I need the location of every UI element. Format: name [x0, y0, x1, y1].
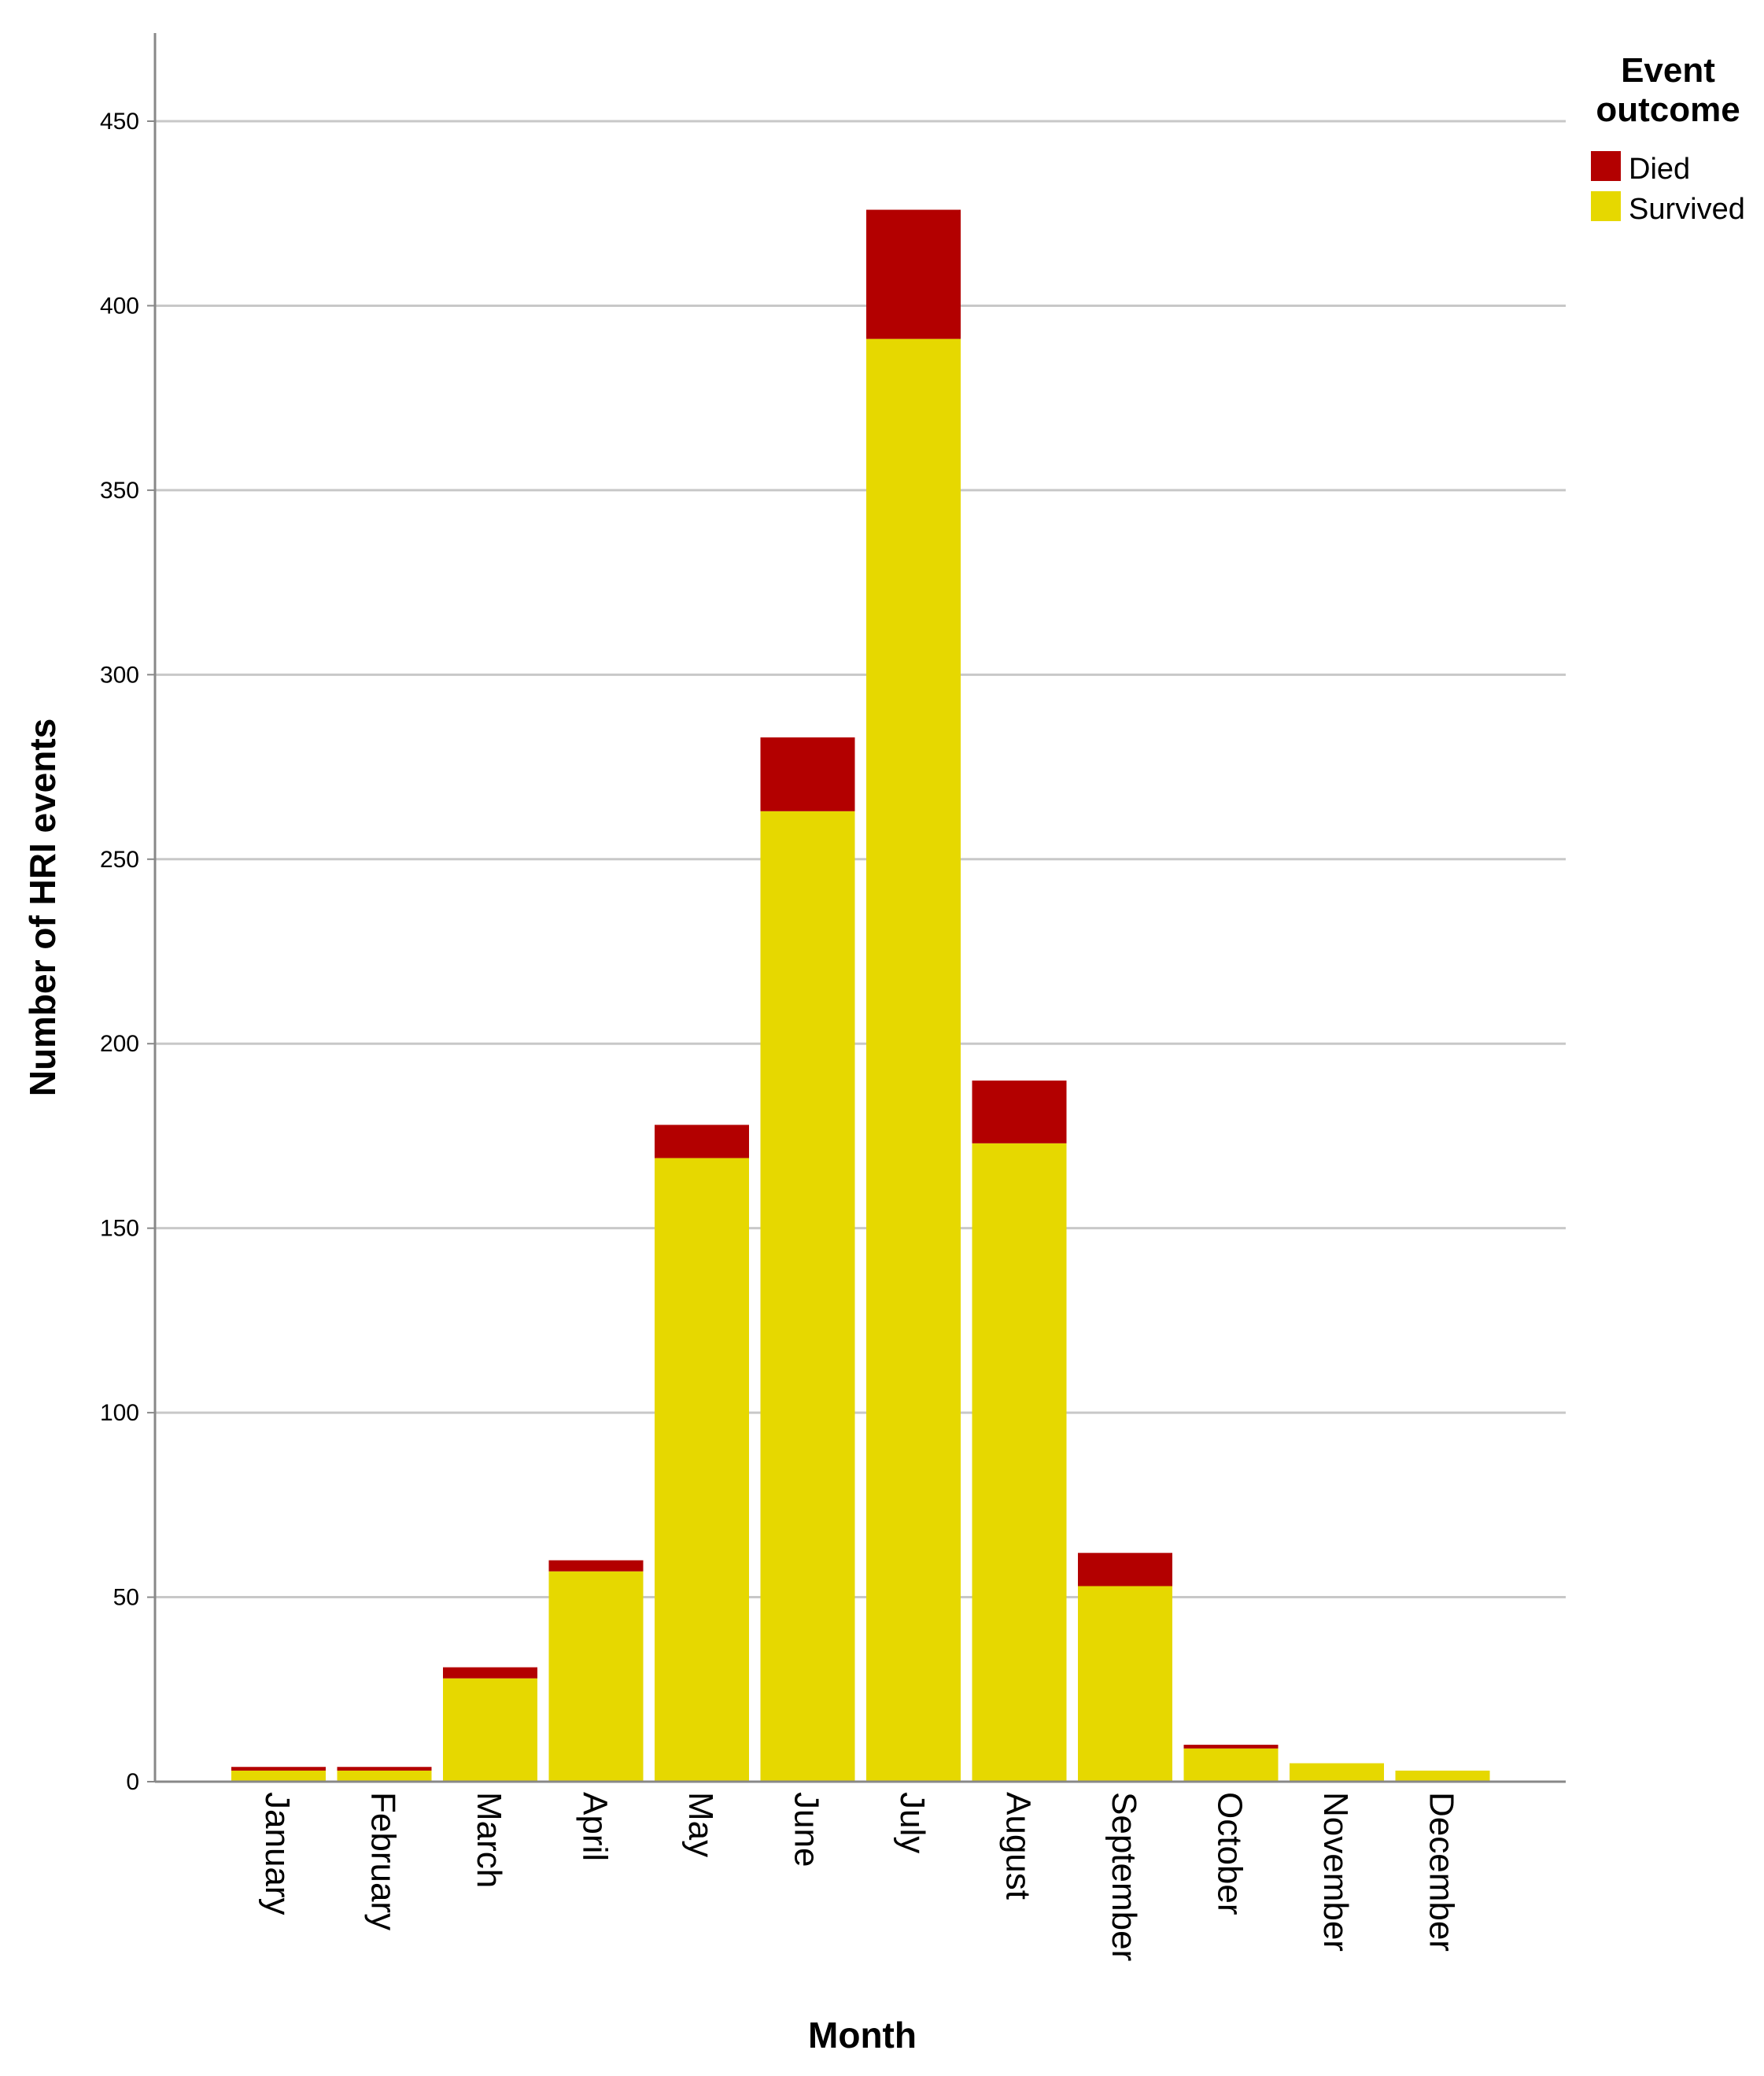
axes — [153, 33, 1566, 1783]
bar-died-july — [866, 209, 961, 339]
y-tick-label: 400 — [100, 293, 139, 319]
bar-survived-february — [337, 1770, 432, 1782]
bar-died-august — [972, 1080, 1067, 1143]
x-tick-label: February — [364, 1792, 403, 1930]
bar-died-june — [760, 737, 855, 811]
bar-died-september — [1078, 1553, 1172, 1587]
bar-died-october — [1183, 1745, 1279, 1749]
x-tick-labels: January February March April May June July Augu… — [258, 1792, 1461, 1961]
bar-died-january — [231, 1767, 326, 1771]
legend-swatch-died — [1591, 151, 1621, 181]
bar-survived-november — [1290, 1763, 1384, 1782]
legend-label-survived: Survived — [1629, 193, 1745, 226]
bar-died-april — [548, 1560, 644, 1572]
bar-survived-may — [655, 1158, 749, 1782]
bar-died-may — [655, 1125, 749, 1158]
x-axis-title: Month — [808, 2015, 917, 2056]
y-tick-label: 200 — [100, 1031, 139, 1057]
x-tick-label: September — [1105, 1792, 1143, 1961]
bar-survived-august — [972, 1143, 1067, 1782]
legend-title-line2: outcome — [1596, 91, 1740, 129]
bar-died-february — [337, 1767, 432, 1771]
bar-died-march — [443, 1667, 537, 1679]
bar-survived-october — [1183, 1748, 1279, 1782]
y-tick-label: 250 — [100, 847, 139, 873]
x-tick-label: April — [576, 1792, 614, 1861]
x-tick-label: August — [999, 1792, 1038, 1900]
x-tick-label: January — [258, 1792, 297, 1915]
gridlines — [147, 120, 1566, 1782]
x-tick-label: July — [893, 1792, 932, 1853]
x-tick-label: March — [470, 1792, 508, 1888]
bar-survived-september — [1078, 1586, 1172, 1782]
y-tick-label: 0 — [126, 1769, 139, 1795]
legend-title-line1: Event — [1621, 51, 1715, 90]
legend-label-died: Died — [1629, 153, 1690, 186]
x-tick-label: October — [1211, 1792, 1249, 1915]
bar-survived-march — [443, 1678, 537, 1782]
legend: Event outcome Died Survived — [1591, 51, 1745, 226]
x-tick-label: December — [1423, 1792, 1461, 1952]
y-tick-label: 150 — [100, 1216, 139, 1242]
y-tick-label: 300 — [100, 662, 139, 688]
y-tick-labels: 0 50 100 150 200 250 300 350 400 450 — [100, 109, 139, 1795]
bar-survived-july — [866, 338, 961, 1782]
y-axis-title: Number of HRI events — [22, 718, 63, 1097]
bar-survived-june — [760, 811, 855, 1782]
bar-survived-april — [548, 1571, 644, 1782]
x-tick-label: June — [788, 1792, 826, 1867]
y-tick-label: 350 — [100, 478, 139, 504]
y-tick-label: 100 — [100, 1400, 139, 1426]
x-tick-label: November — [1316, 1792, 1355, 1952]
legend-swatch-survived — [1591, 191, 1621, 221]
y-tick-label: 50 — [113, 1585, 139, 1611]
bar-survived-january — [231, 1770, 326, 1782]
bar-survived-december — [1395, 1770, 1490, 1782]
bars — [231, 209, 1490, 1782]
x-tick-label: May — [681, 1792, 720, 1857]
y-tick-label: 450 — [100, 109, 139, 135]
